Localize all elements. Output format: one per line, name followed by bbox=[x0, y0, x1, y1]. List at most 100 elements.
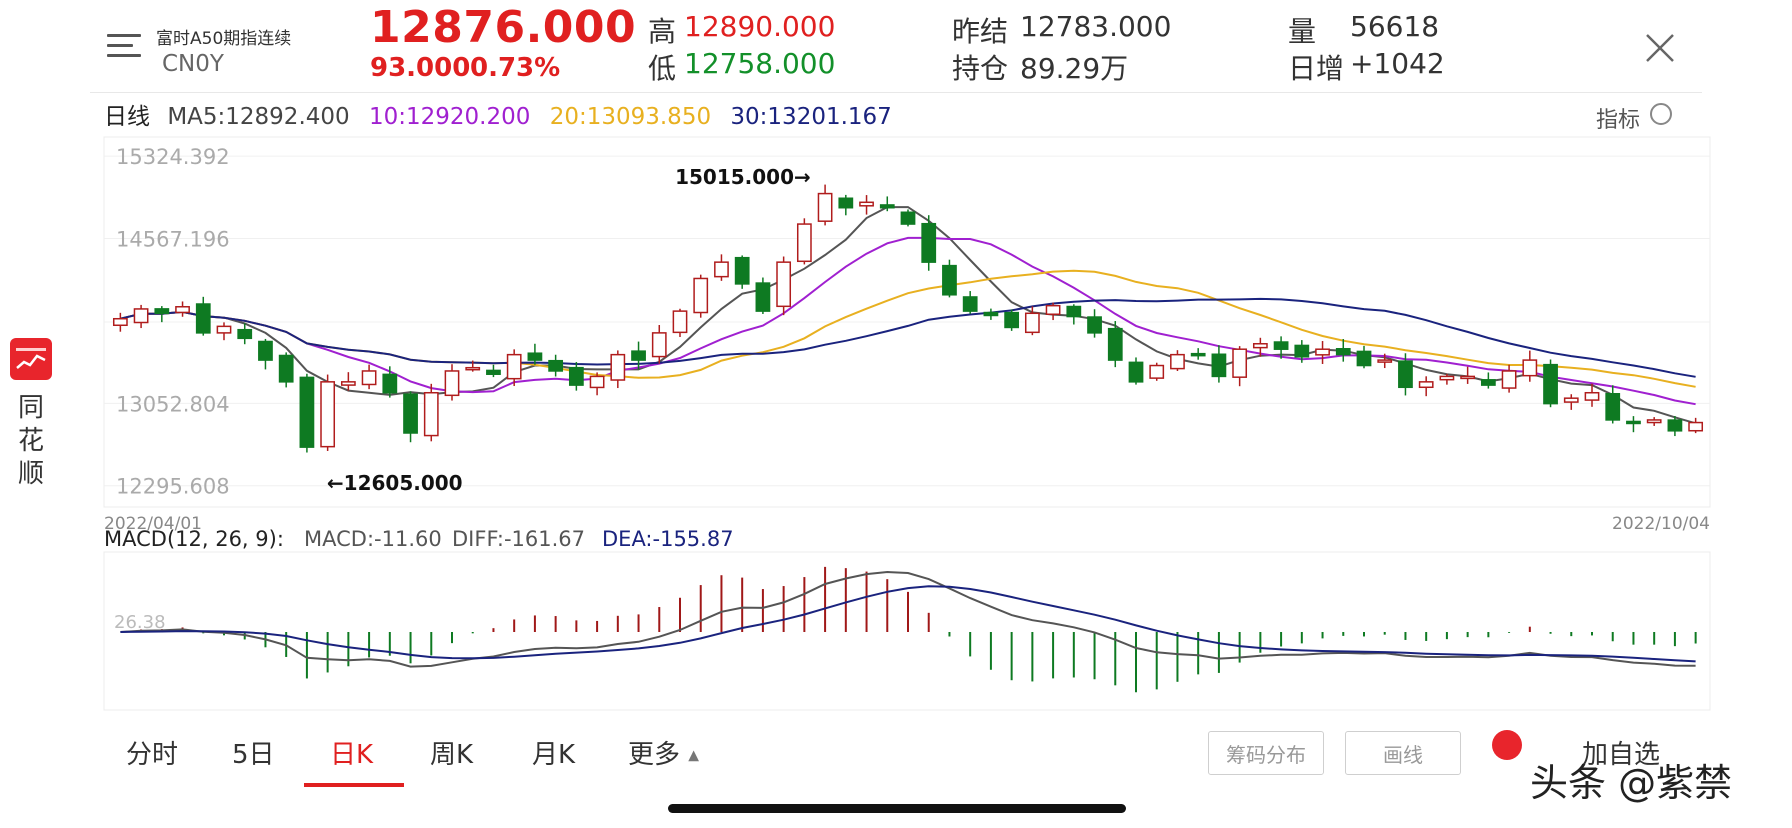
candle-body bbox=[1356, 350, 1372, 367]
candle-body bbox=[651, 332, 667, 358]
candle-body bbox=[1149, 364, 1165, 379]
candle-body bbox=[237, 328, 253, 340]
candle-body bbox=[444, 370, 460, 397]
candle-body bbox=[714, 261, 729, 278]
low-annotation: ←12605.000 bbox=[327, 471, 463, 495]
active-tab-indicator bbox=[304, 783, 404, 787]
tab-monthly-k[interactable]: 月K bbox=[532, 740, 576, 770]
candle-body bbox=[1626, 420, 1641, 425]
candle-body bbox=[112, 317, 128, 327]
tab-5day[interactable]: 5日 bbox=[232, 740, 275, 770]
period-label: 日线 bbox=[104, 104, 150, 130]
chevron-left-icon[interactable] bbox=[1650, 103, 1672, 125]
price-change: 93.000 bbox=[370, 53, 471, 83]
candle-body bbox=[1646, 419, 1662, 424]
candle-body bbox=[962, 296, 978, 312]
app-name: 同 花 顺 bbox=[18, 393, 45, 489]
candle-body bbox=[278, 354, 294, 383]
ma5-label: MA5:12892.400 bbox=[167, 104, 350, 130]
last-price: 12876.000 bbox=[370, 2, 637, 53]
candle-body bbox=[1024, 312, 1040, 334]
draw-line-button[interactable]: 画线 bbox=[1345, 731, 1461, 775]
candle-body bbox=[1688, 421, 1704, 432]
tab-intraday[interactable]: 分时 bbox=[126, 740, 179, 770]
x-start-label: 2022/04/01 bbox=[104, 514, 202, 534]
candle-body bbox=[1563, 397, 1579, 403]
indicator-button[interactable]: 指标 bbox=[1596, 108, 1641, 133]
candle-body bbox=[631, 350, 646, 361]
macd-value: MACD:-11.60 bbox=[304, 527, 442, 551]
low-label: 低 bbox=[648, 52, 677, 85]
candle-body bbox=[1315, 348, 1330, 356]
candle-body bbox=[1294, 344, 1310, 358]
prev-settle-value: 12783.000 bbox=[1020, 10, 1172, 43]
ma20-label: 20:13093.850 bbox=[549, 104, 712, 130]
candle-body bbox=[1107, 327, 1123, 361]
candle-body bbox=[1418, 381, 1434, 389]
candle-body bbox=[1170, 353, 1185, 370]
dea-line bbox=[120, 585, 1696, 663]
macd-frame bbox=[103, 551, 1711, 711]
record-icon[interactable] bbox=[1492, 730, 1522, 760]
tab-weekly-k[interactable]: 周K bbox=[430, 740, 474, 770]
caret-up-icon: ▲ bbox=[688, 747, 700, 764]
candle-body bbox=[879, 204, 895, 209]
y-tick-label: 15324.392 bbox=[116, 145, 230, 169]
home-indicator[interactable] bbox=[668, 804, 1126, 813]
candle-body bbox=[1667, 419, 1683, 432]
tab-daily-k[interactable]: 日K bbox=[330, 740, 374, 770]
candle-body bbox=[734, 256, 750, 285]
candle-body bbox=[1004, 311, 1020, 329]
candle-body bbox=[154, 308, 170, 315]
close-icon[interactable] bbox=[1644, 32, 1676, 64]
candle-body bbox=[942, 264, 957, 296]
candle-body bbox=[506, 353, 522, 380]
candle-body bbox=[320, 381, 336, 448]
candle-body bbox=[361, 370, 377, 386]
daily-add-value: +1042 bbox=[1350, 47, 1445, 80]
candle-body bbox=[610, 353, 626, 381]
price-change-pct: 0.73% bbox=[470, 53, 561, 83]
candle-body bbox=[1501, 370, 1517, 389]
candle-body bbox=[983, 311, 999, 317]
candle-body bbox=[1190, 352, 1206, 357]
app-logo-icon[interactable] bbox=[10, 338, 52, 380]
candle-body bbox=[1087, 316, 1102, 334]
add-favorite-button[interactable]: 加自选 bbox=[1582, 740, 1661, 770]
candle-body bbox=[340, 381, 356, 386]
candle-body bbox=[1066, 305, 1082, 318]
candle-body bbox=[1543, 363, 1558, 405]
open-interest-label: 持仓 bbox=[952, 52, 1009, 85]
candle-body bbox=[900, 211, 916, 225]
candle-body bbox=[776, 261, 792, 308]
candle-body bbox=[403, 393, 418, 434]
candle-body bbox=[382, 373, 398, 394]
candle-body bbox=[486, 369, 501, 375]
candle-body bbox=[195, 303, 211, 334]
chip-distribution-button[interactable]: 筹码分布 bbox=[1208, 731, 1324, 775]
ma10-line bbox=[120, 236, 1696, 406]
candle-body bbox=[1398, 360, 1413, 389]
candle-body bbox=[672, 310, 688, 334]
volume-value: 56618 bbox=[1350, 10, 1440, 43]
volume-label: 量 bbox=[1288, 15, 1317, 48]
header-divider bbox=[90, 92, 1702, 93]
tab-more[interactable]: 更多 ▲ bbox=[628, 740, 700, 770]
candle-body bbox=[423, 391, 439, 437]
candle-body bbox=[299, 376, 315, 448]
candle-body bbox=[755, 282, 771, 312]
instrument-code: CN0Y bbox=[162, 51, 224, 77]
candle-body bbox=[589, 375, 605, 389]
macd-tick: 26.38 bbox=[114, 612, 166, 633]
candle-body bbox=[1439, 375, 1455, 381]
menu-icon[interactable] bbox=[107, 34, 141, 60]
candle-body bbox=[465, 366, 481, 371]
ma5-line bbox=[120, 206, 1696, 425]
x-end-label: 2022/10/04 bbox=[1612, 514, 1710, 534]
ma30-line bbox=[120, 297, 1696, 378]
y-tick-label: 13052.804 bbox=[116, 392, 230, 416]
high-annotation: 15015.000→ bbox=[675, 165, 811, 189]
candle-body bbox=[1480, 379, 1496, 386]
candle-body bbox=[921, 222, 937, 263]
